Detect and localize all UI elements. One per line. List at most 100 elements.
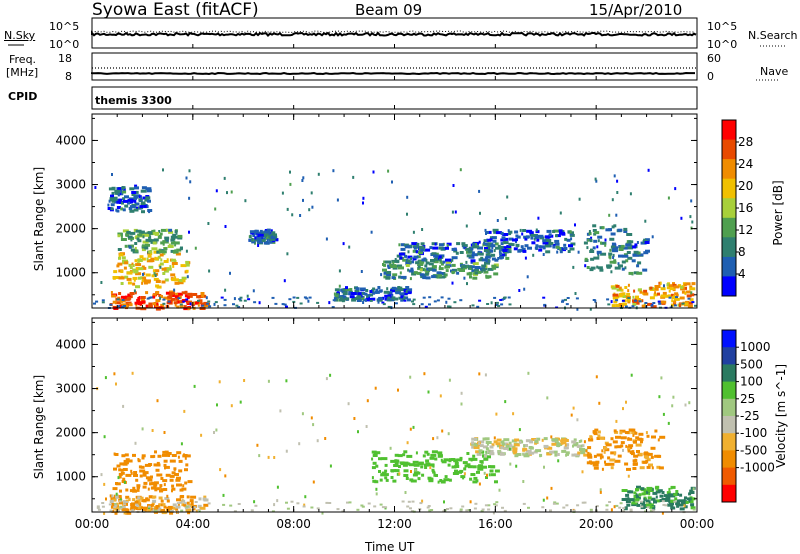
heatmap-cell xyxy=(620,444,624,448)
heatmap-cell xyxy=(171,471,176,475)
heatmap-cell xyxy=(499,252,503,256)
heatmap-cell xyxy=(133,474,138,477)
heatmap-cell xyxy=(165,465,170,469)
heatmap-cell xyxy=(403,469,409,473)
heatmap-cell xyxy=(274,302,278,305)
heatmap-cell xyxy=(381,506,385,509)
heatmap-cell xyxy=(643,497,646,501)
heatmap-cell xyxy=(615,213,618,217)
heatmap-cell xyxy=(332,299,336,302)
heatmap-cell xyxy=(610,300,613,304)
heatmap-cell xyxy=(503,438,510,442)
heatmap-cell xyxy=(599,456,602,460)
heatmap-cell xyxy=(398,472,401,476)
heatmap-cell xyxy=(538,248,543,252)
heatmap-cell xyxy=(586,246,589,250)
heatmap-cell xyxy=(154,274,157,277)
heatmap-cell xyxy=(469,500,472,504)
heatmap-cell xyxy=(594,177,597,181)
heatmap-cell xyxy=(263,241,270,245)
heatmap-cell xyxy=(184,502,187,505)
power-colorbar-tick-label: 4 xyxy=(738,267,746,281)
heatmap-cell xyxy=(123,305,126,307)
velocity-colorbar-swatch xyxy=(722,416,736,434)
heatmap-cell xyxy=(650,455,654,459)
heatmap-cell xyxy=(134,184,138,188)
heatmap-cell xyxy=(424,466,428,469)
heatmap-cell xyxy=(519,228,522,232)
heatmap-cell xyxy=(142,473,147,477)
heatmap-cell xyxy=(285,501,288,504)
heatmap-cell xyxy=(163,488,168,491)
heatmap-cell xyxy=(223,176,226,180)
heatmap-cell xyxy=(139,469,146,473)
heatmap-cell xyxy=(186,275,189,279)
heatmap-cell xyxy=(124,204,129,208)
heatmap-cell xyxy=(113,467,117,471)
heatmap-cell xyxy=(584,264,587,268)
heatmap-cell xyxy=(405,264,410,267)
heatmap-cell xyxy=(670,287,675,291)
heatmap-cell xyxy=(421,258,427,262)
heatmap-cell xyxy=(150,455,155,459)
heatmap-cell xyxy=(449,507,453,510)
heatmap-cell xyxy=(538,245,542,249)
heatmap-cell xyxy=(566,443,570,447)
heatmap-cell xyxy=(627,474,630,478)
heatmap-cell xyxy=(128,200,133,204)
heatmap-cell xyxy=(445,265,450,269)
heatmap-cell xyxy=(625,243,632,247)
heatmap-cell xyxy=(421,499,424,503)
heatmap-cell xyxy=(180,442,183,446)
heatmap-cell xyxy=(631,503,637,507)
velocity-ylabel: Slant Range [km] xyxy=(32,374,46,480)
heatmap-cell xyxy=(483,270,489,274)
heatmap-cell xyxy=(500,303,504,306)
heatmap-cell xyxy=(411,242,418,246)
heatmap-cell xyxy=(415,250,419,254)
heatmap-cell xyxy=(472,454,476,458)
heatmap-cell xyxy=(595,460,600,464)
power-colorbar-tick-label: 20 xyxy=(738,179,753,193)
heatmap-cell xyxy=(122,259,128,263)
heatmap-cell xyxy=(312,423,315,427)
heatmap-cell xyxy=(436,299,440,302)
heatmap-cell xyxy=(438,267,444,271)
heatmap-cell xyxy=(570,242,576,246)
heatmap-cell xyxy=(539,453,543,457)
heatmap-cell xyxy=(604,462,609,466)
heatmap-cell xyxy=(373,452,377,456)
heatmap-cell xyxy=(410,479,417,483)
heatmap-cell xyxy=(168,243,171,247)
heatmap-cell xyxy=(488,473,491,477)
heatmap-cell xyxy=(407,268,410,272)
heatmap-cell xyxy=(148,231,152,235)
heatmap-cell xyxy=(108,199,111,203)
heatmap-cell xyxy=(149,239,155,243)
heatmap-cell xyxy=(253,301,257,304)
heatmap-cell xyxy=(134,246,137,250)
heatmap-cell xyxy=(491,253,496,257)
heatmap-cell xyxy=(508,242,513,246)
heatmap-cell xyxy=(165,473,171,477)
heatmap-cell xyxy=(135,478,139,482)
heatmap-cell xyxy=(359,287,366,291)
heatmap-cell xyxy=(383,275,387,279)
heatmap-cell xyxy=(624,506,628,510)
heatmap-cell xyxy=(481,508,485,511)
heatmap-cell xyxy=(646,434,650,438)
heatmap-cell xyxy=(487,242,492,246)
heatmap-cell xyxy=(614,459,621,463)
heatmap-cell xyxy=(340,288,344,292)
heatmap-cell xyxy=(419,273,424,277)
heatmap-cell xyxy=(615,299,619,302)
power-colorbar-tick-label: 12 xyxy=(738,223,753,237)
heatmap-cell xyxy=(296,502,300,505)
heatmap-cell xyxy=(307,299,310,303)
heatmap-cell xyxy=(184,456,187,460)
heatmap-cell xyxy=(477,467,484,471)
heatmap-cell xyxy=(553,501,557,504)
heatmap-cell xyxy=(503,296,506,299)
heatmap-cell xyxy=(613,260,617,264)
heatmap-cell xyxy=(151,274,155,278)
